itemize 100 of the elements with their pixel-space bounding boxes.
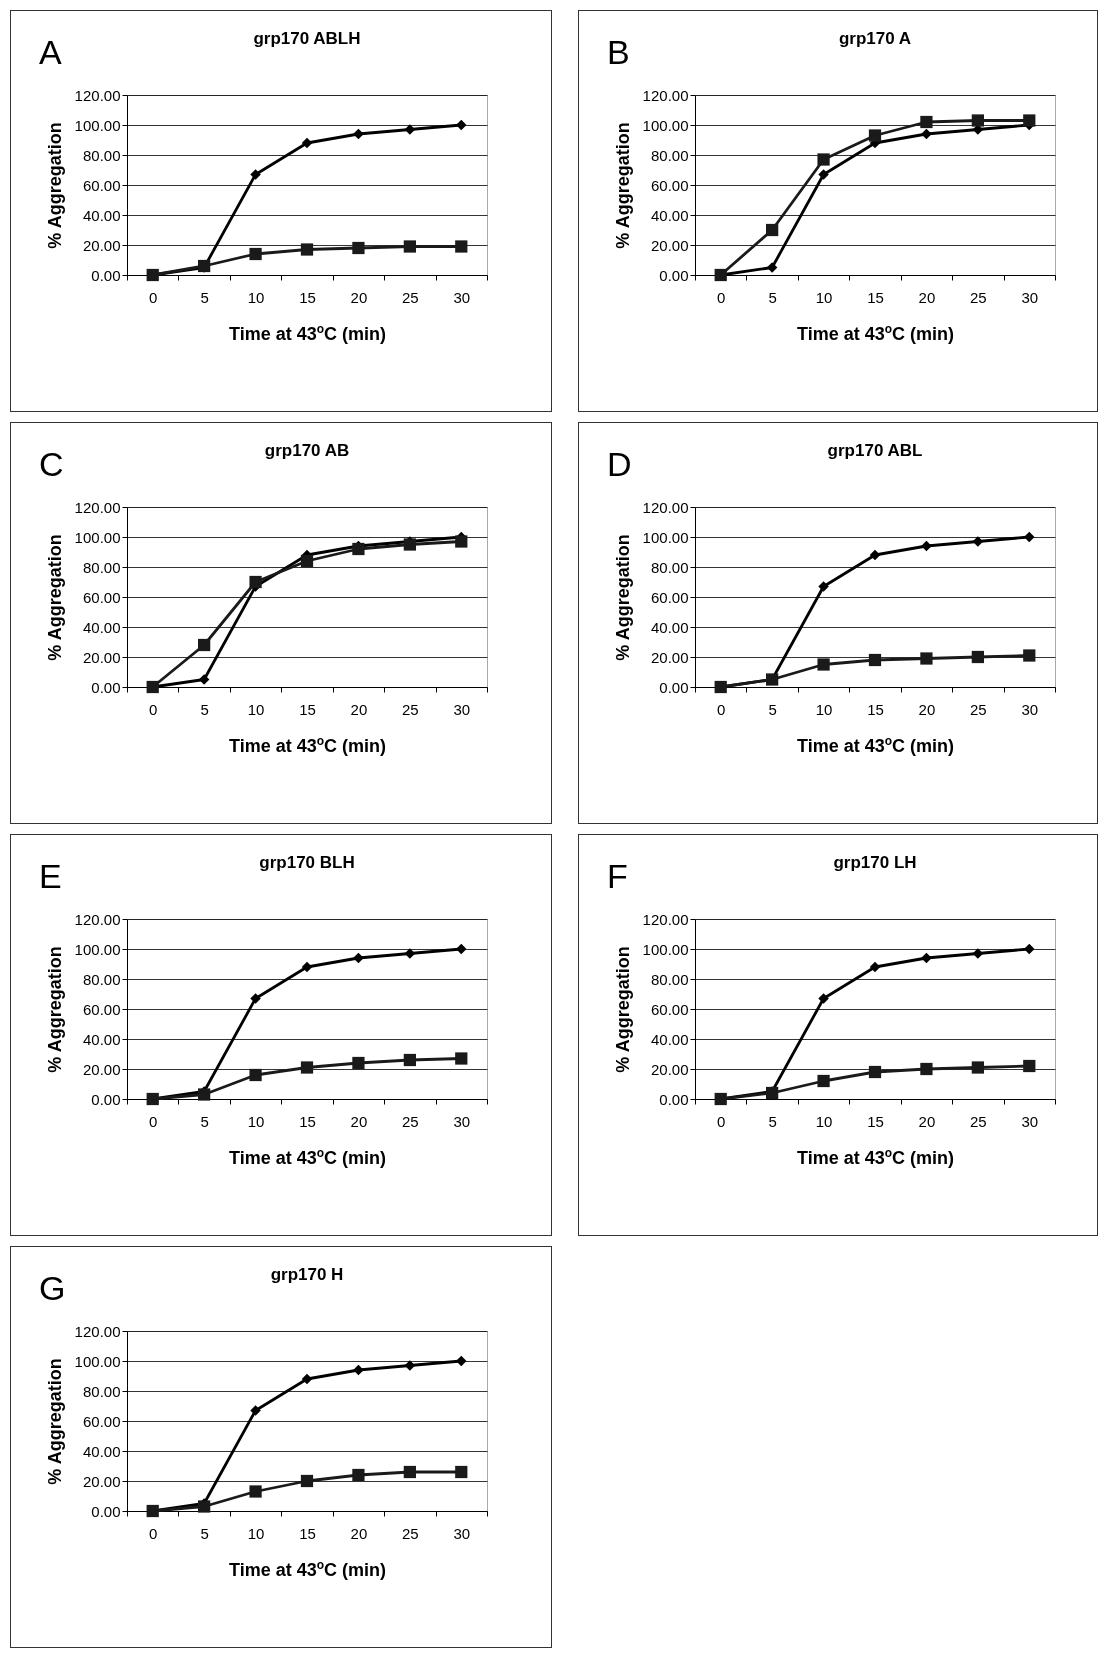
- y-tick-label: 0.00: [659, 1090, 689, 1108]
- chart-title: grp170 ABLH: [253, 29, 361, 48]
- text: B: [607, 33, 630, 72]
- x-tick-label: 10: [247, 1524, 265, 1542]
- x-tick-label: 5: [200, 1524, 209, 1542]
- x-axis-title: Time at 43$^{o}$C (min): [228, 321, 387, 344]
- x-tick-label: 10: [815, 700, 833, 718]
- x-tick-label: 30: [453, 1112, 471, 1130]
- y-tick-label: 100.00: [74, 1352, 121, 1370]
- y-tick-label: 20.00: [82, 1472, 121, 1490]
- y-axis-title: % Aggregation: [44, 534, 65, 661]
- y-tick-label: 60.00: [82, 1000, 121, 1018]
- y-tick-label: 20.00: [650, 1060, 689, 1078]
- y-tick-label: 0.00: [91, 266, 121, 284]
- y-tick-label: 0.00: [659, 266, 689, 284]
- x-tick-label: 25: [970, 700, 987, 718]
- y-tick-label: 80.00: [650, 970, 689, 988]
- x-tick-label: 15: [299, 288, 316, 306]
- x-tick-label: 20: [918, 700, 936, 718]
- text: F: [607, 857, 628, 896]
- x-tick-label: 15: [299, 1112, 316, 1130]
- x-tick-label: 5: [200, 700, 209, 718]
- x-tick-label: 0: [149, 288, 158, 306]
- x-tick-label: 15: [867, 1112, 884, 1130]
- y-tick-label: 20.00: [650, 648, 689, 666]
- y-tick-label: 120.00: [74, 498, 121, 516]
- x-tick-label: 30: [1021, 288, 1039, 306]
- y-tick-label: 40.00: [82, 618, 121, 636]
- y-tick-label: 0.00: [91, 1090, 121, 1108]
- y-tick-label: 40.00: [82, 1442, 121, 1460]
- y-tick-label: 0.00: [91, 678, 121, 696]
- x-tick-label: 20: [350, 1524, 368, 1542]
- x-tick-label: 30: [453, 1524, 471, 1542]
- x-tick-label: 5: [768, 700, 777, 718]
- y-axis-title: % Aggregation: [612, 946, 633, 1073]
- y-tick-label: 60.00: [650, 588, 689, 606]
- x-tick-label: 25: [402, 288, 419, 306]
- y-tick-label: 100.00: [74, 116, 121, 134]
- y-tick-label: 120.00: [642, 910, 689, 928]
- x-tick-label: 15: [299, 1524, 316, 1542]
- x-axis-title: Time at 43$^{o}$C (min): [228, 733, 387, 756]
- y-tick-label: 100.00: [642, 116, 689, 134]
- y-tick-label: 120.00: [74, 1322, 121, 1340]
- y-tick-label: 120.00: [642, 86, 689, 104]
- y-tick-label: 80.00: [82, 1382, 121, 1400]
- y-tick-label: 20.00: [650, 236, 689, 254]
- y-tick-label: 0.00: [91, 1502, 121, 1520]
- y-tick-label: 40.00: [82, 206, 121, 224]
- x-tick-label: 5: [200, 1112, 209, 1130]
- y-tick-label: 20.00: [82, 648, 121, 666]
- x-axis-title: Time at 43$^{o}$C (min): [796, 1145, 955, 1168]
- x-tick-label: 0: [717, 1112, 726, 1130]
- x-axis-title: Time at 43$^{o}$C (min): [796, 733, 955, 756]
- y-tick-label: 100.00: [642, 940, 689, 958]
- text: C: [39, 445, 64, 484]
- text: G: [39, 1269, 66, 1308]
- y-tick-label: 60.00: [82, 588, 121, 606]
- y-tick-label: 40.00: [650, 206, 689, 224]
- x-tick-label: 25: [402, 1524, 419, 1542]
- x-tick-label: 0: [717, 288, 726, 306]
- y-tick-label: 100.00: [642, 528, 689, 546]
- x-tick-label: 10: [247, 288, 265, 306]
- x-tick-label: 30: [1021, 1112, 1039, 1130]
- x-tick-label: 25: [970, 1112, 987, 1130]
- x-tick-label: 30: [453, 288, 471, 306]
- x-tick-label: 10: [247, 700, 265, 718]
- x-tick-label: 30: [453, 700, 471, 718]
- chart-title: grp170 ABL: [827, 441, 923, 460]
- y-tick-label: 60.00: [650, 176, 689, 194]
- y-tick-label: 40.00: [82, 1030, 121, 1048]
- chart-title: grp170 LH: [833, 853, 917, 872]
- x-tick-label: 15: [299, 700, 316, 718]
- chart-title: grp170 BLH: [259, 853, 355, 872]
- y-tick-label: 40.00: [650, 618, 689, 636]
- y-tick-label: 60.00: [82, 176, 121, 194]
- y-axis-title: % Aggregation: [44, 122, 65, 249]
- x-tick-label: 15: [867, 288, 884, 306]
- y-tick-label: 100.00: [74, 528, 121, 546]
- x-tick-label: 20: [918, 1112, 936, 1130]
- x-axis-title: Time at 43$^{o}$C (min): [228, 1145, 387, 1168]
- y-tick-label: 80.00: [650, 558, 689, 576]
- x-tick-label: 25: [402, 700, 419, 718]
- x-tick-label: 5: [768, 1112, 777, 1130]
- x-tick-label: 20: [350, 288, 368, 306]
- x-tick-label: 0: [149, 1524, 158, 1542]
- text: A: [39, 33, 62, 72]
- y-tick-label: 40.00: [650, 1030, 689, 1048]
- y-tick-label: 100.00: [74, 940, 121, 958]
- x-tick-label: 5: [768, 288, 777, 306]
- text: E: [39, 857, 62, 896]
- y-tick-label: 20.00: [82, 236, 121, 254]
- y-tick-label: 80.00: [650, 146, 689, 164]
- x-tick-label: 30: [1021, 700, 1039, 718]
- x-tick-label: 0: [717, 700, 726, 718]
- x-tick-label: 20: [350, 700, 368, 718]
- x-axis-title: Time at 43$^{o}$C (min): [228, 1557, 387, 1580]
- chart-title: grp170 H: [270, 1265, 344, 1284]
- x-axis-title: Time at 43$^{o}$C (min): [796, 321, 955, 344]
- y-tick-label: 80.00: [82, 970, 121, 988]
- x-tick-label: 20: [350, 1112, 368, 1130]
